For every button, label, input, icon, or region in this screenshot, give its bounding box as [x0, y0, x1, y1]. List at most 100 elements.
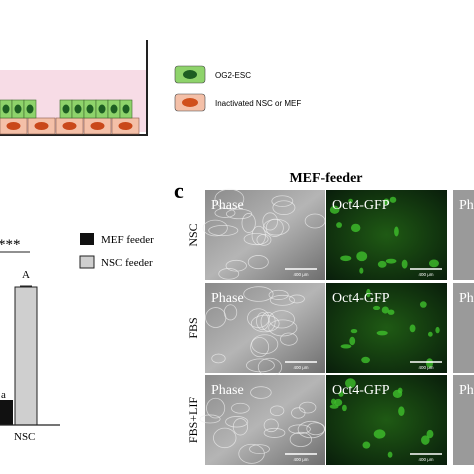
gfp-spot [334, 398, 343, 407]
gfp-spot [401, 259, 408, 269]
colony [218, 268, 240, 280]
diagram-legend: OG2-ESC Inactivated NSC or MEF [174, 65, 301, 112]
colony [268, 289, 289, 300]
gfp-image [326, 375, 447, 465]
esc-nucleus [14, 104, 22, 114]
gfp-label: Oct4-GFP [332, 198, 390, 213]
gfp-label: Oct4-GFP [332, 291, 390, 306]
esc-nucleus [74, 104, 82, 114]
esc-nucleus [86, 104, 94, 114]
scale-label: 400 μm [293, 272, 308, 277]
colony [225, 259, 247, 272]
partial-image [453, 375, 474, 465]
colony [306, 422, 326, 436]
colony [225, 416, 249, 428]
gfp-spot [387, 309, 395, 315]
gfp-spot [426, 358, 434, 368]
gfp-spot [338, 390, 344, 397]
feeder-nucleus [6, 122, 21, 130]
gfp-spot [359, 267, 364, 274]
row-label: FBS [186, 317, 200, 338]
feeder-nucleus [34, 122, 49, 130]
colony [289, 431, 313, 448]
colony [199, 414, 221, 424]
gfp-spot [349, 336, 356, 346]
partial-label: Ph [459, 198, 474, 213]
gfp-spot [389, 196, 397, 203]
colony [208, 225, 239, 237]
gfp-spot [419, 301, 427, 308]
feeder-nucleus [62, 122, 77, 130]
row-label: FBS+LIF [186, 397, 200, 443]
gfp-spot [426, 429, 434, 439]
gfp-spot [348, 198, 353, 203]
partial-label: Ph [459, 383, 474, 398]
esc-nucleus [26, 104, 34, 114]
colony [238, 443, 265, 464]
phase-label: Phase [211, 198, 244, 213]
colony [299, 401, 317, 414]
colony [250, 337, 270, 358]
letter: A [22, 269, 30, 281]
gfp-spot [356, 251, 368, 262]
gfp-spot [350, 329, 358, 334]
significance: *** [0, 237, 21, 253]
feeder-nucleus [118, 122, 133, 130]
row-label: NSC [186, 223, 200, 246]
colony [271, 195, 294, 207]
esc-nucleus [110, 104, 118, 114]
gfp-spot [428, 259, 439, 268]
gfp-spot [340, 255, 352, 262]
colony [249, 444, 270, 455]
colony [202, 219, 228, 237]
colony [213, 427, 237, 449]
colony [269, 405, 285, 416]
legend-label: Inactivated NSC or MEF [215, 99, 301, 108]
letter: a [1, 389, 6, 401]
esc-nucleus [122, 104, 130, 114]
partial-label: Ph [459, 291, 474, 306]
bar-chart: *** A a NSC MEF feeder NSC feeder [0, 233, 154, 443]
colony [211, 353, 226, 364]
colony [262, 212, 278, 231]
gfp-spot [398, 406, 405, 417]
gfp-spot [435, 326, 440, 334]
colony [250, 314, 280, 333]
phase-label: Phase [211, 383, 244, 398]
gfp-spot [373, 429, 386, 439]
colony [268, 319, 298, 337]
gfp-spot [381, 306, 389, 314]
colony [280, 332, 298, 346]
colony [272, 200, 296, 215]
scale-label: 400 μm [418, 272, 433, 277]
partial-image [453, 283, 474, 373]
colony [304, 213, 326, 229]
gfp-spot [372, 305, 381, 311]
colony [250, 386, 272, 399]
colony [251, 334, 279, 355]
gfp-image [326, 283, 447, 373]
x-label: NSC [14, 431, 35, 443]
colony [231, 402, 250, 414]
partial-image [453, 190, 474, 280]
gfp-label: Oct4-GFP [332, 383, 390, 398]
colony [247, 255, 269, 270]
dish-diagram [0, 40, 148, 136]
gfp-spot [361, 356, 370, 364]
colony [243, 286, 274, 302]
gfp-spot [376, 330, 388, 336]
gfp-spot [350, 223, 361, 233]
colony [260, 311, 276, 332]
image-grid: NSC Phase Oct4-GFP Ph 400 μm 400 μm FBS Phase Oc… [186, 188, 474, 465]
gfp-spot [385, 258, 397, 264]
gfp-spot [366, 288, 371, 298]
gfp-spot [394, 226, 399, 237]
colony [263, 418, 279, 433]
colony [225, 208, 253, 220]
bar [0, 400, 13, 425]
scale-label: 400 μm [418, 365, 433, 370]
gfp-spot [428, 331, 433, 337]
colony [243, 232, 269, 246]
gfp-spot [392, 389, 403, 399]
